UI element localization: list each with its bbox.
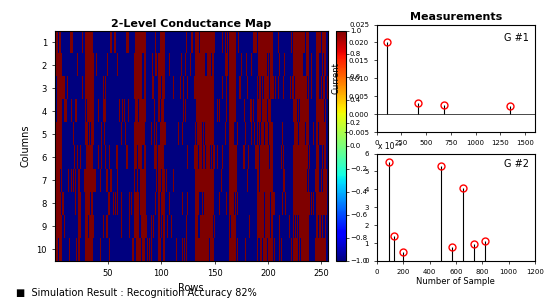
- Text: G #1: G #1: [504, 33, 529, 43]
- Text: ■  Simulation Result : Recognition Accuracy 82%: ■ Simulation Result : Recognition Accura…: [16, 288, 257, 298]
- X-axis label: Rows: Rows: [179, 283, 204, 293]
- Y-axis label: Columns: Columns: [21, 125, 31, 167]
- Y-axis label: Current: Current: [331, 62, 340, 94]
- Text: x 10⁻³: x 10⁻³: [378, 142, 402, 151]
- X-axis label: Number of Sample: Number of Sample: [417, 277, 495, 286]
- Text: G #2: G #2: [504, 159, 529, 169]
- Title: Measurements: Measurements: [410, 12, 502, 22]
- Title: 2-Level Conductance Map: 2-Level Conductance Map: [111, 18, 271, 29]
